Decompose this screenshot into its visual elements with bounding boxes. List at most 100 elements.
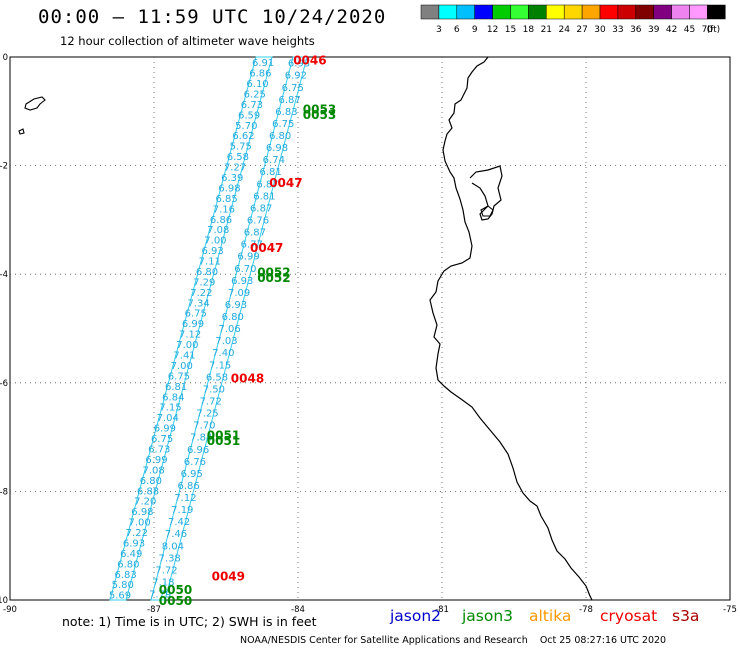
pass-time-label: 0052 [257,265,290,279]
colorbar-label: 6 [454,25,460,35]
legend-jason2: jason2 [390,607,442,625]
lat-tick-label: -8 [0,487,8,497]
colorbar-label: 15 [505,25,516,35]
lat-tick-label: -4 [0,270,8,280]
swh-value: 7.00 [176,340,198,351]
swh-value: 6.98 [218,183,240,194]
lat-tick-label: -10 [0,596,8,606]
swh-value: 7.42 [168,517,190,528]
swh-value: 5.80 [112,580,134,591]
colorbar-label: 21 [541,25,552,35]
lat-tick-label: -6 [0,379,8,389]
swh-value: 6.59 [238,110,260,121]
swh-value: 6.91 [252,58,274,69]
swh-value: 7.18 [152,577,174,588]
swh-value: 7.29 [193,277,215,288]
map-subtitle: 12 hour collection of altimeter wave hei… [60,34,315,48]
swh-value: 7.16 [213,204,235,215]
colorbar-label: 33 [612,25,623,35]
pass-time-label: 0047 [269,176,302,190]
swh-value: 7.22 [126,528,148,539]
swh-value: 7.50 [203,384,225,395]
swh-value: 6.93 [225,300,247,311]
lon-tick-label: -84 [291,605,305,615]
swh-value: 6.87 [244,228,266,239]
swh-value: 6.80 [196,267,218,278]
pass-time-label: 0050 [159,583,192,597]
swh-value: 6.98 [131,507,153,518]
colorbar-label: 42 [666,25,677,35]
pass-time-label: 0049 [212,570,245,584]
swh-value: 6.49 [120,549,142,560]
swh-value: 6.10 [246,79,268,90]
legend-cryosat: cryosat [600,607,658,625]
pass-time-label: 0048 [231,371,264,385]
map-grid [10,57,730,600]
colorbar-unit: (ft) [707,25,721,35]
swh-value: 7.22 [190,288,212,299]
swh-value: 7.20 [134,497,156,508]
colorbar-swatch [707,4,726,20]
swh-value: 6.81 [253,191,275,202]
swh-value: 6.87 [250,203,272,214]
swh-value: 6.62 [232,131,254,142]
swh-value: 7.00 [128,518,150,529]
pass-time-label: 0051 [207,434,240,448]
swh-value: 6.93 [288,59,310,70]
swh-value: 6.80 [117,559,139,570]
colorbar-label: 36 [630,25,642,35]
satellite-legend: jason2 jason3 altika cryosat s3a [0,607,740,631]
swh-labels: 6.916.866.106.256.736.595.706.625.756.58… [109,58,310,602]
pass-time-label: 0052 [257,271,290,285]
axis-tick-labels: -90 -87 -84 -81 -78 -75 0 -2 -4 -6 -8 -10 [0,53,737,615]
swh-value: 6.75 [185,309,207,320]
swh-value: 6.81 [165,382,187,393]
lon-tick-label: -75 [723,605,737,615]
map-title: 00:00 – 11:59 UTC 10/24/2020 [38,6,387,28]
swh-value: 5.70 [235,121,257,132]
swh-value: 7.27 [224,163,246,174]
swh-value: 7.12 [174,493,196,504]
swh-value: 7.00 [171,361,193,372]
swh-value: 7.79 [149,590,171,601]
swh-value: 6.80 [140,476,162,487]
swh-value: 6.81 [260,167,282,178]
swh-value: 7.34 [187,298,209,309]
wave-height-map: 6.916.866.106.256.736.595.706.625.756.58… [0,53,737,615]
swh-value: 6.86 [249,69,271,80]
swh-value: 6.80 [222,312,244,323]
swh-value: 7.19 [171,505,193,516]
swh-value: 7.08 [207,225,229,236]
lon-tick-label: -87 [147,605,161,615]
coastline [18,56,593,601]
colorbar-legend: 3 6 9 12 15 18 21 24 27 30 33 36 39 42 45 70(ft) [420,4,726,35]
satellite-tracks [109,56,308,601]
swh-value: 7.72 [155,565,177,576]
lon-tick-label: -81 [435,605,449,615]
swh-value: 7.00 [204,236,226,247]
swh-value: 6.70 [234,264,256,275]
swh-value: 6.83 [275,107,297,118]
swh-value: 6.73 [148,444,170,455]
swh-value: 6.76 [247,215,269,226]
colorbar-label: 12 [487,25,498,35]
pass-time-label: 0046 [293,54,326,68]
swh-value: 7.15 [159,403,181,414]
colorbar-label: 24 [558,25,570,35]
swh-value: 6.98 [266,143,288,154]
pass-time-label: 0047 [250,241,283,255]
map-frame [9,56,731,601]
swh-value: 7.25 [196,409,218,420]
swh-value: 7.70 [193,421,215,432]
swh-value: 7.41 [173,351,195,362]
swh-value: 8.04 [162,541,184,552]
swh-value: 7.46 [165,529,187,540]
swh-value: 6.93 [201,246,223,257]
credit-agency: NOAA/NESDIS Center for Satellite Applica… [240,635,528,646]
swh-value: 6.74 [263,155,285,166]
colorbar-label: 18 [523,25,535,35]
footer-credit: NOAA/NESDIS Center for Satellite Applica… [240,635,666,646]
colorbar-label: 27 [576,25,587,35]
swh-value: 6.58 [206,372,228,383]
swh-value: 7.03 [215,336,237,347]
